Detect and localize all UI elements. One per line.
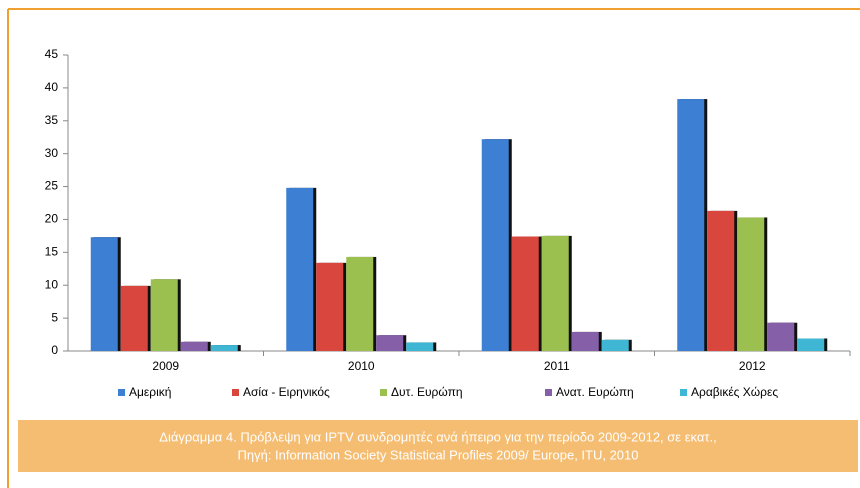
x-tick-label: 2011 bbox=[544, 359, 570, 373]
y-tick-label: 30 bbox=[45, 146, 59, 160]
legend-label: Ασία - Ειρηνικός bbox=[243, 385, 330, 399]
bar bbox=[120, 285, 148, 351]
caption-line: Πηγή: Information Society Statistical Pr… bbox=[237, 447, 638, 462]
legend-swatch bbox=[545, 389, 552, 396]
bar bbox=[601, 339, 629, 351]
x-tick-label: 2009 bbox=[152, 359, 179, 373]
bar bbox=[707, 210, 735, 351]
bar bbox=[767, 322, 795, 351]
legend-label: Ανατ. Ευρώπη bbox=[556, 385, 634, 399]
bar bbox=[346, 256, 374, 351]
x-tick-label: 2012 bbox=[739, 359, 766, 373]
x-tick-label: 2010 bbox=[348, 359, 375, 373]
bar bbox=[210, 345, 238, 351]
bar bbox=[571, 331, 599, 351]
bar bbox=[376, 335, 404, 351]
bar bbox=[180, 341, 208, 351]
bar bbox=[150, 279, 178, 351]
legend-label: Αμερική bbox=[129, 385, 171, 399]
legend-swatch bbox=[380, 389, 387, 396]
bar bbox=[737, 217, 765, 351]
caption-box bbox=[18, 420, 858, 472]
y-tick-label: 25 bbox=[45, 179, 59, 193]
bar bbox=[316, 262, 344, 351]
y-tick-label: 40 bbox=[45, 80, 59, 94]
bar bbox=[677, 99, 705, 352]
bar bbox=[286, 187, 314, 351]
legend-swatch bbox=[118, 389, 125, 396]
legend-swatch bbox=[232, 389, 239, 396]
y-tick-label: 45 bbox=[45, 47, 59, 61]
legend-label: Αραβικές Χώρες bbox=[691, 385, 778, 399]
bar bbox=[541, 235, 569, 351]
y-tick-label: 35 bbox=[45, 113, 59, 127]
y-tick-label: 15 bbox=[45, 245, 59, 259]
bar bbox=[481, 139, 509, 351]
bar bbox=[511, 236, 539, 351]
y-tick-label: 10 bbox=[45, 277, 59, 291]
y-tick-label: 5 bbox=[51, 310, 58, 324]
bar bbox=[90, 237, 118, 351]
bar bbox=[406, 342, 434, 351]
caption-line: Διάγραμμα 4. Πρόβλεψη για IPTV συνδρομητ… bbox=[159, 429, 716, 444]
legend-swatch bbox=[680, 389, 687, 396]
y-tick-label: 20 bbox=[45, 212, 59, 226]
legend-label: Δυτ. Ευρώπη bbox=[391, 385, 463, 399]
y-tick-label: 0 bbox=[51, 343, 58, 357]
bar bbox=[797, 338, 825, 351]
